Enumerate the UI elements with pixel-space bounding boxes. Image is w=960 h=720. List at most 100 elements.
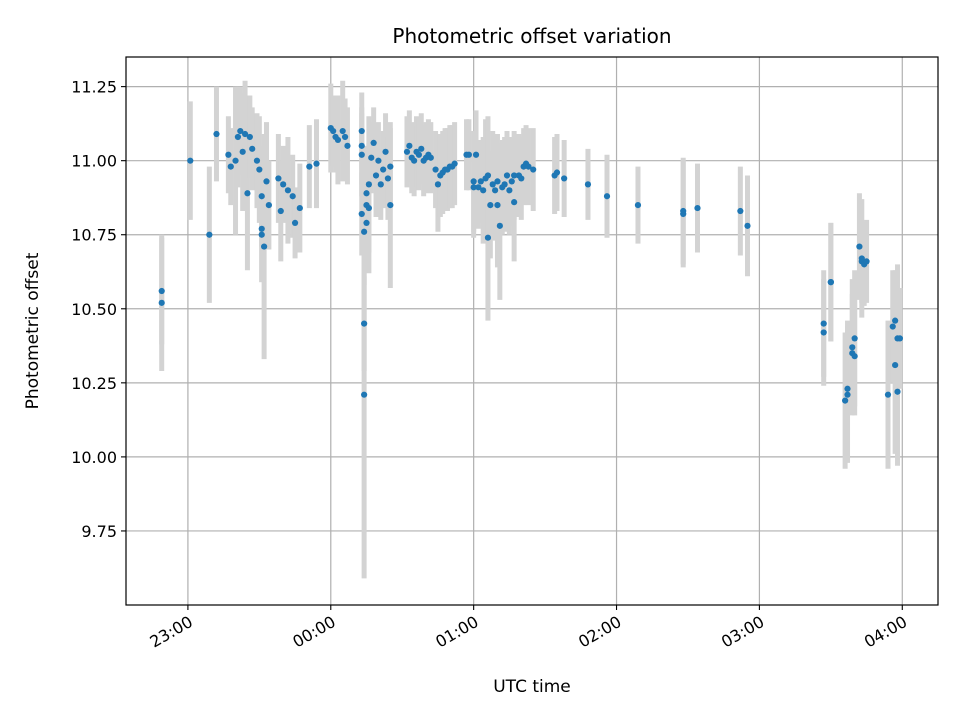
data-point — [561, 175, 568, 182]
data-point — [291, 219, 299, 226]
data-point — [494, 202, 501, 209]
y-tick-label: 10.50 — [71, 300, 117, 319]
data-point — [842, 397, 849, 404]
data-point — [508, 178, 515, 185]
data-point — [380, 166, 387, 173]
data-point — [475, 184, 482, 191]
data-point — [234, 133, 242, 141]
data-point — [411, 157, 418, 164]
data-point — [480, 187, 487, 194]
data-point — [849, 344, 856, 351]
data-point — [680, 210, 687, 218]
data-point — [213, 130, 220, 138]
data-point — [584, 181, 592, 188]
data-point — [256, 166, 263, 173]
data-point — [258, 225, 265, 232]
data-point — [744, 222, 751, 229]
data-point — [187, 157, 194, 164]
data-point — [415, 151, 422, 158]
data-point — [365, 181, 372, 188]
data-point — [477, 178, 484, 185]
chart-title: Photometric offset variation — [392, 24, 671, 48]
data-point — [361, 320, 368, 327]
data-point — [494, 178, 501, 185]
data-point — [844, 391, 851, 398]
data-point — [889, 323, 896, 330]
data-point — [361, 228, 368, 235]
data-point — [491, 187, 499, 194]
x-axis-label: UTC time — [493, 677, 571, 697]
data-point — [387, 163, 394, 170]
data-point — [484, 234, 492, 241]
data-point — [511, 199, 518, 206]
y-tick-label: 10.75 — [71, 226, 117, 245]
y-axis-label: Photometric offset — [23, 252, 43, 409]
data-point — [856, 243, 863, 250]
data-point — [358, 210, 365, 218]
data-point — [418, 145, 425, 152]
data-point — [863, 258, 870, 265]
data-point — [851, 335, 858, 342]
data-point — [313, 160, 320, 167]
data-point — [258, 231, 265, 238]
data-point — [232, 157, 239, 164]
data-point — [434, 181, 442, 188]
data-point — [525, 163, 532, 170]
data-point — [158, 299, 165, 306]
data-point — [484, 172, 492, 179]
data-point — [506, 187, 513, 194]
data-point — [358, 127, 365, 135]
data-point — [334, 136, 342, 144]
plot-frame — [125, 56, 939, 606]
y-tick-label: 9.75 — [81, 522, 117, 541]
data-point — [344, 142, 351, 149]
data-point — [382, 148, 389, 155]
data-point — [280, 181, 287, 188]
data-point — [363, 190, 370, 197]
data-point — [227, 163, 234, 170]
data-point — [249, 145, 256, 152]
data-point — [451, 160, 458, 167]
y-tick-label: 10.25 — [71, 374, 117, 393]
data-point — [465, 151, 472, 158]
data-point — [330, 127, 337, 135]
data-point — [427, 154, 434, 161]
data-point — [496, 222, 503, 229]
data-point — [511, 172, 518, 179]
data-point — [530, 166, 537, 173]
data-point — [253, 157, 261, 164]
data-point — [370, 139, 377, 147]
data-point — [261, 243, 268, 250]
data-point — [341, 133, 349, 141]
data-point — [553, 169, 561, 176]
data-points — [158, 124, 904, 404]
data-point — [501, 181, 508, 188]
data-point — [206, 231, 213, 238]
data-point — [377, 181, 384, 188]
data-point — [851, 353, 858, 360]
data-point — [241, 130, 249, 138]
data-point — [244, 190, 251, 197]
y-tick-label: 11.25 — [71, 78, 117, 97]
data-point — [275, 175, 282, 182]
data-point — [820, 329, 827, 336]
data-point — [403, 148, 411, 155]
data-point — [518, 175, 525, 182]
data-point — [827, 279, 834, 286]
data-point — [289, 193, 296, 200]
data-point — [375, 157, 382, 164]
data-point — [263, 178, 270, 185]
data-point — [820, 320, 827, 327]
data-point — [277, 207, 284, 215]
y-tick-label: 10.00 — [71, 448, 117, 467]
data-point — [844, 385, 851, 392]
data-point — [472, 151, 480, 158]
data-point — [246, 133, 253, 141]
data-point — [432, 166, 439, 173]
data-point — [339, 127, 346, 135]
data-point — [470, 178, 477, 185]
data-point — [265, 202, 272, 209]
data-point — [363, 219, 370, 226]
data-point — [368, 154, 375, 161]
data-point — [387, 202, 394, 209]
